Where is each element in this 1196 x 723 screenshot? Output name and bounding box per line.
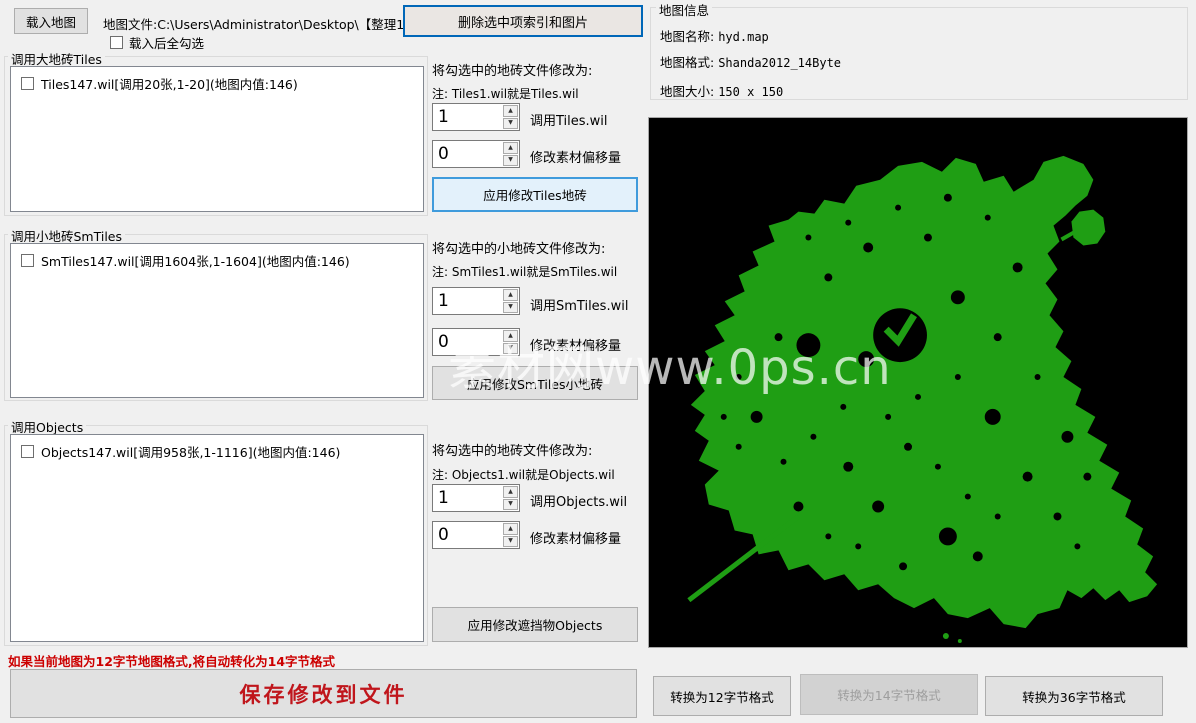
objects-list-item[interactable]: Objects147.wil[调用958张,1-1116](地图内值:146) xyxy=(11,435,423,461)
objects-group-title: 调用Objects xyxy=(8,417,87,436)
objects-item-checkbox[interactable] xyxy=(21,445,34,458)
objects-offset-label: 修改素材偏移量 xyxy=(530,532,622,547)
spin-down-icon[interactable]: ▼ xyxy=(503,117,518,129)
check-all-after-load[interactable]: 载入后全勾选 xyxy=(110,33,204,52)
apply-tiles-button[interactable]: 应用修改Tiles地砖 xyxy=(432,177,638,212)
map-format-row: 地图格式: Shanda2012_14Byte xyxy=(660,52,841,71)
tiles-call-input[interactable] xyxy=(433,104,502,130)
smtiles-groupbox xyxy=(4,234,428,401)
objects-panel-heading: 将勾选中的地砖文件修改为: xyxy=(432,444,593,459)
map-info-title: 地图信息 xyxy=(656,0,713,19)
map-name-value: hyd.map xyxy=(718,30,769,44)
spin-down-icon[interactable]: ▼ xyxy=(503,535,518,547)
smtiles-listbox[interactable]: SmTiles147.wil[调用1604张,1-1604](地图内值:146) xyxy=(10,243,424,398)
apply-objects-button[interactable]: 应用修改遮挡物Objects xyxy=(432,607,638,642)
smtiles-call-label: 调用SmTiles.wil xyxy=(530,299,629,314)
load-map-button[interactable]: 载入地图 xyxy=(14,8,88,34)
map-format-label: 地图格式: xyxy=(660,55,715,70)
tiles-offset-label: 修改素材偏移量 xyxy=(530,151,622,166)
delete-selected-button[interactable]: 删除选中项索引和图片 xyxy=(403,5,643,37)
smtiles-panel-note: 注: SmTiles1.wil就是SmTiles.wil xyxy=(432,265,618,279)
spin-up-icon[interactable]: ▲ xyxy=(503,142,518,154)
check-all-label: 载入后全勾选 xyxy=(129,36,205,51)
objects-panel-note: 注: Objects1.wil就是Objects.wil xyxy=(432,468,615,482)
map-preview xyxy=(648,117,1188,648)
map-format-value: Shanda2012_14Byte xyxy=(718,56,842,70)
check-all-checkbox[interactable] xyxy=(110,36,123,49)
tiles-item-checkbox[interactable] xyxy=(21,77,34,90)
map-size-label: 地图大小: xyxy=(660,84,715,99)
smtiles-item-label: SmTiles147.wil[调用1604张,1-1604](地图内值:146) xyxy=(41,254,350,269)
objects-listbox[interactable]: Objects147.wil[调用958张,1-1116](地图内值:146) xyxy=(10,434,424,642)
smtiles-offset-label: 修改素材偏移量 xyxy=(530,339,622,354)
smtiles-panel-heading: 将勾选中的小地砖文件修改为: xyxy=(432,242,606,257)
spin-up-icon[interactable]: ▲ xyxy=(503,289,518,301)
spin-up-icon[interactable]: ▲ xyxy=(503,523,518,535)
tiles-offset-input[interactable] xyxy=(433,141,502,167)
map-size-value: 150 x 150 xyxy=(718,85,784,99)
tiles-call-spinner[interactable]: ▲ ▼ xyxy=(432,103,520,131)
objects-call-spinner[interactable]: ▲ ▼ xyxy=(432,484,520,512)
tiles-offset-spinner[interactable]: ▲ ▼ xyxy=(432,140,520,168)
map-name-row: 地图名称: hyd.map xyxy=(660,26,769,45)
spin-up-icon[interactable]: ▲ xyxy=(503,105,518,117)
tiles-call-label: 调用Tiles.wil xyxy=(530,114,608,129)
spin-down-icon[interactable]: ▼ xyxy=(503,154,518,166)
format-warning-text: 如果当前地图为12字节地图格式,将自动转化为14字节格式 xyxy=(8,654,336,669)
smtiles-group-title: 调用小地砖SmTiles xyxy=(8,226,126,245)
objects-offset-spinner[interactable]: ▲ ▼ xyxy=(432,521,520,549)
tiles-panel-note: 注: Tiles1.wil就是Tiles.wil xyxy=(432,87,579,101)
map-name-label: 地图名称: xyxy=(660,29,715,44)
convert-14byte-button[interactable]: 转换为14字节格式 xyxy=(800,674,978,715)
spin-down-icon[interactable]: ▼ xyxy=(503,342,518,354)
map-render xyxy=(649,118,1187,647)
objects-offset-input[interactable] xyxy=(433,522,502,548)
map-info-groupbox xyxy=(650,7,1188,100)
tiles-listbox[interactable]: Tiles147.wil[调用20张,1-20](地图内值:146) xyxy=(10,66,424,212)
tiles-list-item[interactable]: Tiles147.wil[调用20张,1-20](地图内值:146) xyxy=(11,67,423,93)
objects-call-label: 调用Objects.wil xyxy=(530,495,628,510)
spin-down-icon[interactable]: ▼ xyxy=(503,498,518,510)
tiles-panel-heading: 将勾选中的地砖文件修改为: xyxy=(432,64,593,79)
apply-smtiles-button[interactable]: 应用修改SmTiles小地砖 xyxy=(432,366,638,400)
convert-36byte-button[interactable]: 转换为36字节格式 xyxy=(985,676,1163,716)
smtiles-call-spinner[interactable]: ▲ ▼ xyxy=(432,287,520,315)
smtiles-list-item[interactable]: SmTiles147.wil[调用1604张,1-1604](地图内值:146) xyxy=(11,244,423,270)
smtiles-call-input[interactable] xyxy=(433,288,502,314)
smtiles-offset-input[interactable] xyxy=(433,329,502,355)
tiles-group-title: 调用大地砖Tiles xyxy=(8,49,105,68)
smtiles-offset-spinner[interactable]: ▲ ▼ xyxy=(432,328,520,356)
map-file-path-label: 地图文件:C:\Users\Administrator\Desktop\【整理1… xyxy=(103,17,425,32)
objects-groupbox xyxy=(4,425,428,646)
tiles-item-label: Tiles147.wil[调用20张,1-20](地图内值:146) xyxy=(41,77,298,92)
objects-item-label: Objects147.wil[调用958张,1-1116](地图内值:146) xyxy=(41,445,341,460)
spin-up-icon[interactable]: ▲ xyxy=(503,486,518,498)
spin-down-icon[interactable]: ▼ xyxy=(503,301,518,313)
smtiles-item-checkbox[interactable] xyxy=(21,254,34,267)
spin-up-icon[interactable]: ▲ xyxy=(503,330,518,342)
map-size-row: 地图大小: 150 x 150 xyxy=(660,81,783,100)
objects-call-input[interactable] xyxy=(433,485,502,511)
tiles-groupbox xyxy=(4,56,428,216)
convert-12byte-button[interactable]: 转换为12字节格式 xyxy=(653,676,791,716)
save-to-file-button[interactable]: 保存修改到文件 xyxy=(10,669,637,718)
